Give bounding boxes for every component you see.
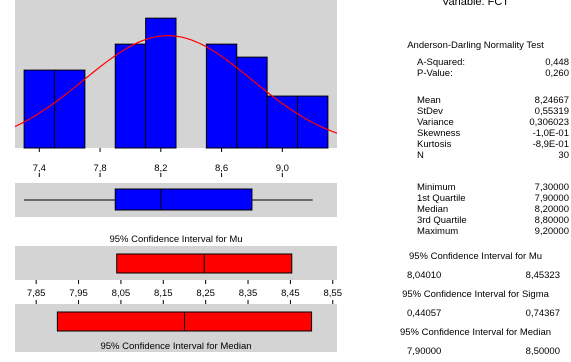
stat-label: Maximum <box>417 226 459 237</box>
stat-label: Minimum <box>417 182 456 193</box>
ci-high-value: 8,50000 <box>525 346 560 357</box>
stat-row: Maximum 9,20000 <box>380 226 571 237</box>
stat-value: 8,24667 <box>534 95 569 106</box>
ci-mu-heading: 95% Confidence Interval for Mu <box>408 251 543 262</box>
ci-x-tick-label: 8,45 <box>281 288 300 299</box>
stat-label: N <box>417 150 424 161</box>
stat-row: StDev 0,55319 <box>380 106 571 117</box>
stat-value: 8,80000 <box>534 215 569 226</box>
ci-x-tick-label: 8,55 <box>324 288 343 299</box>
stat-row: Skewness -1,0E-01 <box>380 128 571 139</box>
stat-row: Kurtosis -8,9E-01 <box>380 139 571 150</box>
variable-title: Variable: FCT <box>441 0 510 8</box>
ci-low-value: 8,04010 <box>407 270 442 281</box>
stat-row: 3rd Quartile 8,80000 <box>380 215 571 226</box>
stat-label: Mean <box>417 95 441 106</box>
stat-label: 3rd Quartile <box>417 215 467 226</box>
ci-x-tick-label: 8,15 <box>154 288 173 299</box>
normal-fit-curve <box>14 35 338 134</box>
summary-figure: 7,4 7,8 8,2 8,6 9,0 95% Confidence Interval … <box>14 0 343 352</box>
ci-median-label: 95% Confidence Interval for Median <box>100 341 251 352</box>
histogram-x-tick-label: 9,0 <box>276 163 289 174</box>
stat-row: N 30 <box>380 150 571 161</box>
histogram-bar <box>145 17 177 149</box>
stat-value: 0,260 <box>545 68 569 79</box>
stat-row: P-Value: 0,260 <box>380 68 571 79</box>
histogram-x-tick-label: 7,4 <box>33 163 46 174</box>
histogram-bar <box>53 69 86 149</box>
ci-high-value: 8,45323 <box>525 270 560 281</box>
histogram-x-tick-label: 8,2 <box>154 163 167 174</box>
stat-label: 1st Quartile <box>417 193 466 204</box>
stat-label: Variance <box>417 117 454 128</box>
ci-sigma-values: 0,44057 0,74367 <box>380 308 571 319</box>
stat-row: A-Squared: 0,448 <box>380 57 571 68</box>
stat-row: Variance 0,306023 <box>380 117 571 128</box>
stat-row: Minimum 7,30000 <box>380 182 571 193</box>
histogram-bar <box>114 43 147 149</box>
ci-median-values: 7,90000 8,50000 <box>380 346 571 357</box>
stat-value: 8,20000 <box>534 204 569 215</box>
stat-label: P-Value: <box>417 68 453 79</box>
ci-x-tick-label: 8,25 <box>196 288 215 299</box>
stat-value: -8,9E-01 <box>532 139 569 150</box>
stat-label: Skewness <box>417 128 461 139</box>
stat-row: 1st Quartile 7,90000 <box>380 193 571 204</box>
boxplot-box <box>114 188 253 211</box>
stat-value: 0,306023 <box>529 117 569 128</box>
histogram-bar <box>205 43 238 149</box>
histogram-bar <box>266 95 299 149</box>
stat-value: 9,20000 <box>534 226 569 237</box>
histogram-bar <box>236 56 268 149</box>
ci-sigma-heading: 95% Confidence Interval for Sigma <box>402 289 549 300</box>
ci-median-heading: 95% Confidence Interval for Median <box>399 327 552 338</box>
histogram-x-tick-label: 7,8 <box>93 163 106 174</box>
ci-x-tick-label: 7,95 <box>69 288 88 299</box>
ci-x-tick-label: 8,05 <box>112 288 131 299</box>
stat-label: StDev <box>417 106 443 117</box>
stat-value: -1,0E-01 <box>532 128 569 139</box>
histogram-x-tick-label: 8,6 <box>215 163 228 174</box>
ad-heading: Anderson-Darling Normality Test <box>407 40 544 51</box>
ci-low-value: 0,44057 <box>407 308 442 319</box>
stats-panel: Variable: FCT Anderson-Darling Normality… <box>380 0 571 362</box>
stat-value: 7,30000 <box>534 182 569 193</box>
ci-high-value: 0,74367 <box>525 308 560 319</box>
ci-low-value: 7,90000 <box>407 346 442 357</box>
stat-value: 0,448 <box>545 57 569 68</box>
stat-label: Kurtosis <box>417 139 452 150</box>
ci-x-tick-label: 8,35 <box>239 288 258 299</box>
stat-label: Median <box>417 204 449 215</box>
stat-value: 30 <box>558 150 569 161</box>
stat-row: Median 8,20000 <box>380 204 571 215</box>
ci-mu-title: 95% Confidence Interval for Mu <box>109 234 242 245</box>
stat-label: A-Squared: <box>417 57 466 68</box>
stat-value: 7,90000 <box>534 193 569 204</box>
ci-x-tick-label: 7,85 <box>27 288 46 299</box>
histogram-bar <box>23 69 55 149</box>
stat-value: 0,55319 <box>534 106 569 117</box>
stat-row: Mean 8,24667 <box>380 95 571 106</box>
ci-mu-values: 8,04010 8,45323 <box>380 270 571 281</box>
